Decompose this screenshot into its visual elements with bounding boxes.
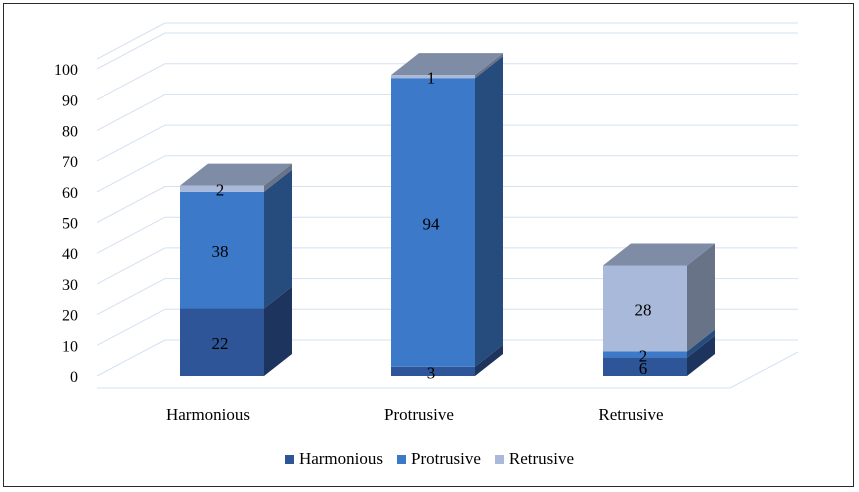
bar-segment-side: [475, 53, 503, 79]
data-label: 2: [216, 181, 225, 200]
gridline-side: [96, 155, 166, 193]
y-tick-label: 50: [62, 216, 78, 233]
bar-segment-retrusive: [391, 75, 475, 79]
x-category-label: Harmonious: [166, 405, 250, 424]
x-category-label: Retrusive: [598, 405, 663, 424]
bar-segment-protrusive: [391, 78, 475, 367]
y-tick-label: 30: [62, 277, 78, 294]
y-tick-label: 40: [62, 246, 78, 263]
legend-swatch-retrusive: [494, 454, 504, 464]
data-label: 22: [212, 334, 229, 353]
gridline-side: [96, 32, 166, 70]
legend-label-protrusive: Protrusive: [411, 449, 481, 468]
bar-segment-retrusive: [603, 265, 687, 352]
bar-segment-side: [264, 169, 292, 309]
gridline-side: [96, 308, 166, 346]
data-label: 6: [639, 359, 648, 378]
bar-segment-side: [687, 243, 715, 352]
y-tick-label: 90: [62, 93, 78, 110]
bar-segment-side: [687, 329, 715, 358]
y-tick-label: 60: [62, 185, 78, 202]
gridline-side: [96, 124, 166, 162]
legend-item-protrusive: Protrusive: [397, 449, 481, 469]
bar-segment-harmonious: [180, 308, 264, 376]
gridline-side: [96, 93, 166, 131]
data-label: 94: [423, 215, 441, 234]
legend-swatch-protrusive: [397, 454, 406, 464]
x-category-label: Protrusive: [384, 405, 454, 424]
data-label: 1: [427, 69, 436, 88]
legend-item-harmonious: Harmonious: [284, 449, 383, 469]
y-axis: 0 10 20 30 40 50 60 70 80 90 100: [54, 62, 78, 386]
y-tick-label: 20: [62, 308, 78, 325]
bar-top-face: [391, 53, 503, 76]
gridline-side: [96, 22, 166, 60]
data-label: 38: [212, 242, 229, 261]
bar-segment-side: [687, 335, 715, 376]
y-tick-label: 0: [70, 369, 78, 386]
bar-segment-side: [475, 56, 503, 367]
legend-swatch-harmonious: [284, 454, 294, 464]
gridline-side: [96, 247, 166, 285]
y-tick-label: 100: [54, 62, 78, 79]
y-tick-label: 80: [62, 123, 78, 140]
legend: Harmonious Protrusive Retrusive: [0, 447, 859, 471]
data-label: 28: [635, 300, 652, 319]
y-tick-label: 10: [62, 338, 78, 355]
floor-edge: [729, 351, 799, 389]
bar-segment-side: [475, 344, 503, 376]
gridline-side: [96, 278, 166, 316]
legend-label-harmonious: Harmonious: [298, 449, 383, 468]
bars-layer: [180, 53, 715, 376]
legend-label-retrusive: Retrusive: [508, 449, 575, 468]
bar-segment-harmonious: [603, 357, 687, 376]
gridline-side: [96, 63, 166, 101]
bar-segment-retrusive: [180, 185, 264, 192]
bar-segment-harmonious: [391, 366, 475, 376]
data-label: 2: [639, 347, 648, 366]
bar-top-face: [180, 163, 292, 186]
bar-segment-side: [264, 286, 292, 376]
bar-top-face: [603, 243, 715, 266]
gridline-side: [96, 186, 166, 223]
gridline-side: [96, 339, 166, 377]
x-axis: Harmonious Protrusive Retrusive: [166, 405, 664, 424]
bar-segment-side: [264, 163, 292, 192]
gridline-side: [96, 216, 166, 254]
data-label: 3: [427, 363, 436, 382]
bar-segment-protrusive: [180, 191, 264, 309]
bar-segment-protrusive: [603, 351, 687, 358]
y-tick-label: 70: [62, 154, 78, 171]
legend-item-retrusive: Retrusive: [494, 449, 575, 469]
